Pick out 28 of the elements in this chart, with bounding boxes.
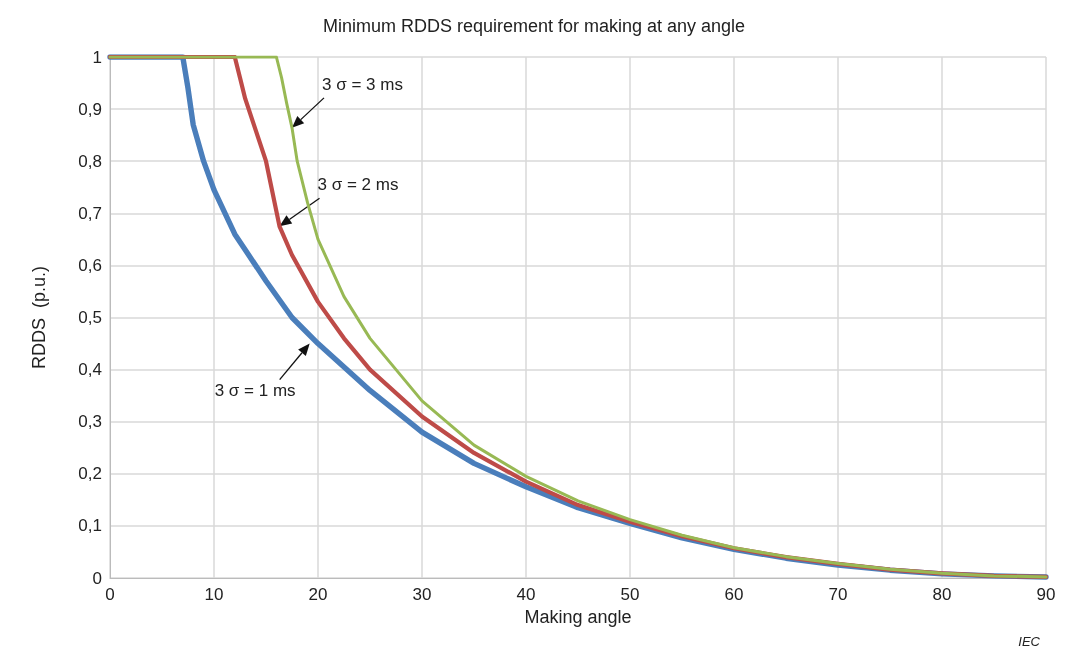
- text: IEC: [1018, 634, 1041, 649]
- x-tick-label: 0: [105, 585, 115, 604]
- annotation: 3 σ = 1 ms: [214, 380, 296, 400]
- x-tick-label: 50: [620, 585, 640, 604]
- y-tick-label: 0,4: [78, 360, 102, 380]
- x-tick-label: 20: [308, 585, 328, 604]
- x-tick-label: 60: [724, 585, 744, 604]
- y-tick-label: 0,9: [78, 99, 102, 119]
- y-tick-label: 0,2: [78, 464, 102, 484]
- y-tick-label: 0,6: [78, 255, 102, 275]
- x-tick-label: 80: [932, 585, 952, 604]
- x-tick-label: 70: [828, 585, 848, 604]
- x-tick-label: 40: [516, 585, 536, 604]
- x-tick-label: 90: [1036, 585, 1056, 604]
- y-axis-title: RDDS (p.u.): [29, 265, 49, 370]
- x-tick-label: 30: [412, 585, 432, 604]
- y-tick-label: 0,5: [78, 308, 102, 327]
- y-tick-label: 0: [92, 568, 102, 588]
- y-tick-label: 0,3: [78, 412, 102, 432]
- y-tick-label: 0,1: [78, 516, 102, 536]
- annotation: 3 σ = 3 ms: [322, 74, 403, 94]
- y-tick-label: 0,7: [78, 203, 102, 223]
- x-axis-title: Making angle: [524, 606, 632, 627]
- y-tick-label: 0,8: [78, 151, 102, 171]
- chart-title: Minimum RDDS requirement for making at any angle: [322, 16, 746, 36]
- x-tick-label: 10: [204, 585, 224, 604]
- annotation: 3 σ = 2 ms: [317, 175, 399, 195]
- y-tick-label: 1: [92, 47, 102, 67]
